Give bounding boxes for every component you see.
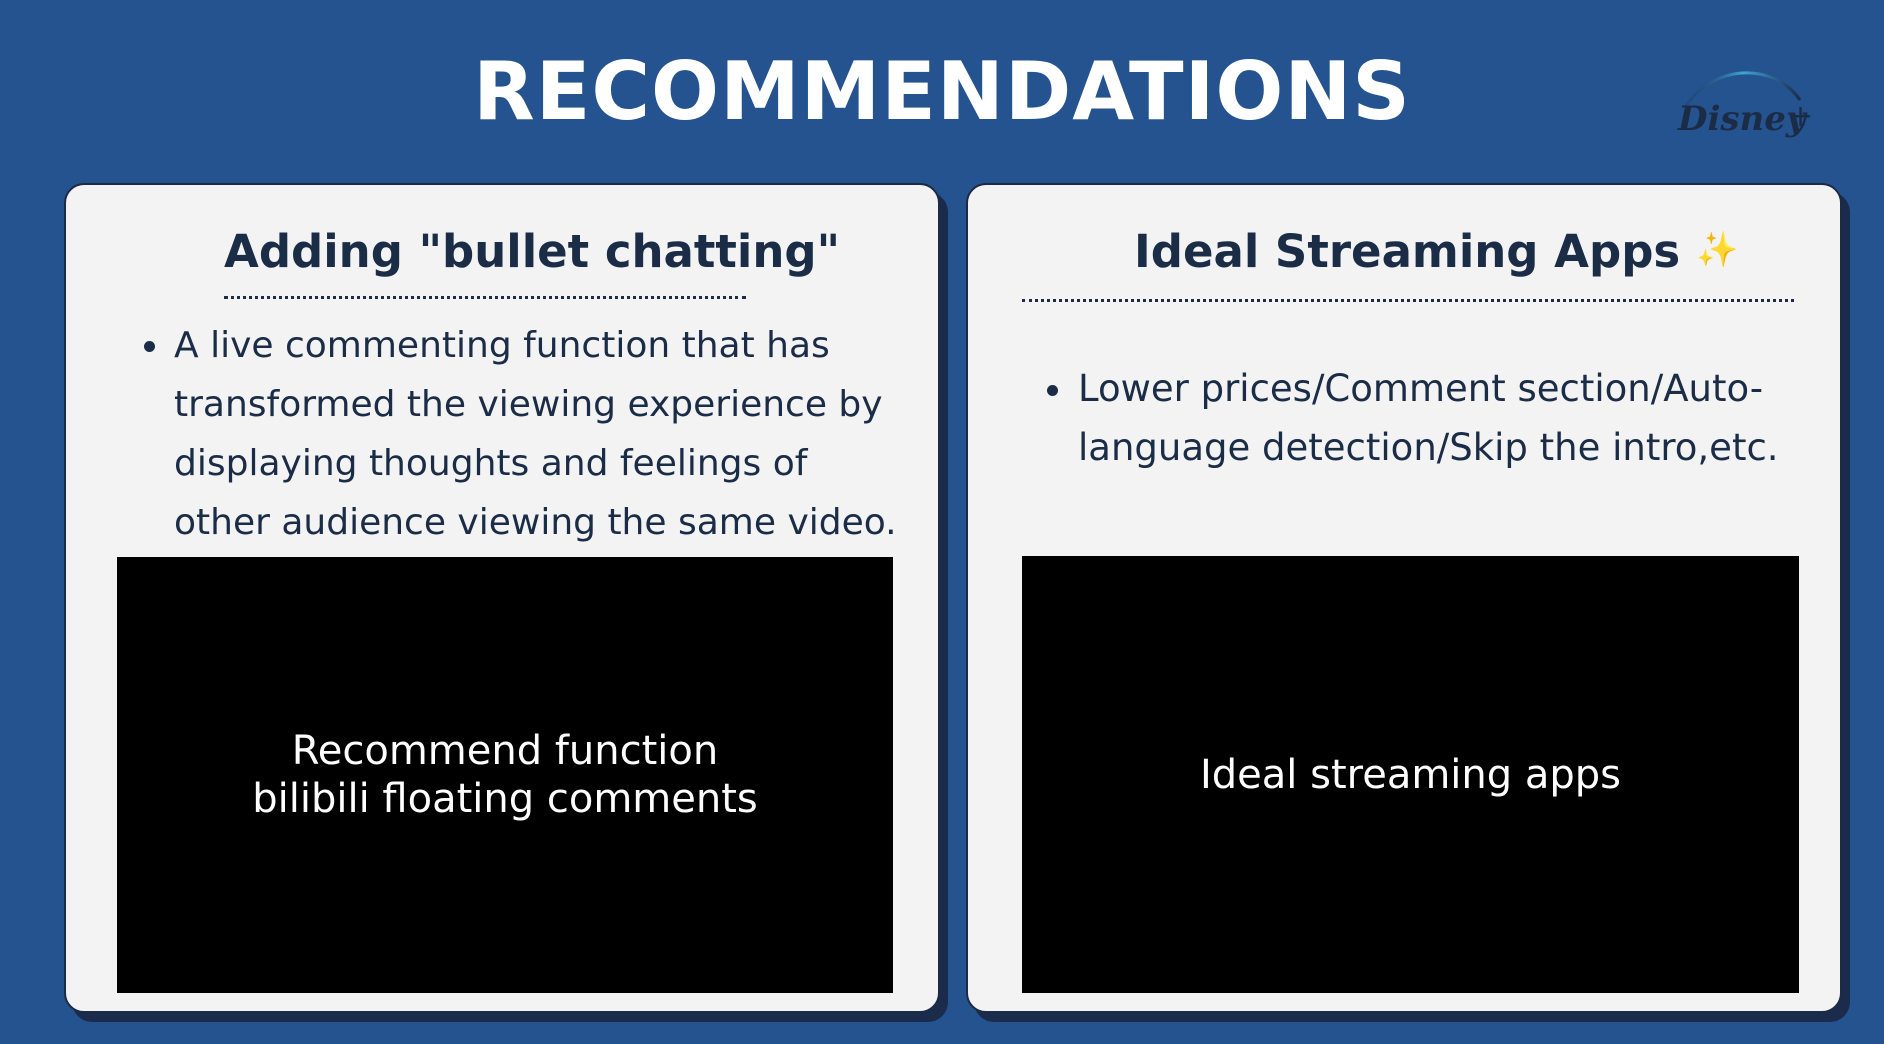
- video-player[interactable]: Recommend function bilibili floating com…: [117, 557, 893, 993]
- bullet-list: Lower prices/Comment section/Auto-langua…: [1036, 359, 1836, 477]
- svg-text:+: +: [1788, 99, 1813, 134]
- video-caption-line: Recommend function: [291, 728, 719, 774]
- video-player[interactable]: Ideal streaming apps: [1022, 556, 1799, 993]
- card-heading: Adding "bullet chatting": [224, 225, 841, 278]
- card-heading-text: Ideal Streaming Apps: [1134, 225, 1681, 278]
- video-caption: Ideal streaming apps: [1200, 751, 1621, 799]
- slide-title: RECOMMENDATIONS: [473, 45, 1411, 138]
- bullet-chatting-card: Adding "bullet chatting" A live commenti…: [64, 183, 940, 1013]
- ideal-streaming-apps-card: Ideal Streaming Apps ✨ Lower prices/Comme…: [966, 183, 1842, 1013]
- heading-divider: [224, 296, 746, 299]
- heading-divider: [1022, 299, 1794, 302]
- bullet-item: Lower prices/Comment section/Auto-langua…: [1076, 359, 1836, 477]
- sparkles-icon: ✨: [1696, 230, 1739, 270]
- video-caption-line: bilibili floating comments: [252, 776, 758, 822]
- video-caption-line: Ideal streaming apps: [1199, 751, 1621, 798]
- video-caption: Recommend function bilibili floating com…: [252, 727, 758, 823]
- card-heading: Ideal Streaming Apps ✨: [1134, 225, 1739, 279]
- bullet-list: A live commenting function that has tran…: [132, 316, 912, 552]
- disney-plus-logo: Disney +: [1672, 66, 1820, 146]
- svg-text:Disney: Disney: [1677, 99, 1808, 139]
- bullet-item: A live commenting function that has tran…: [172, 316, 912, 552]
